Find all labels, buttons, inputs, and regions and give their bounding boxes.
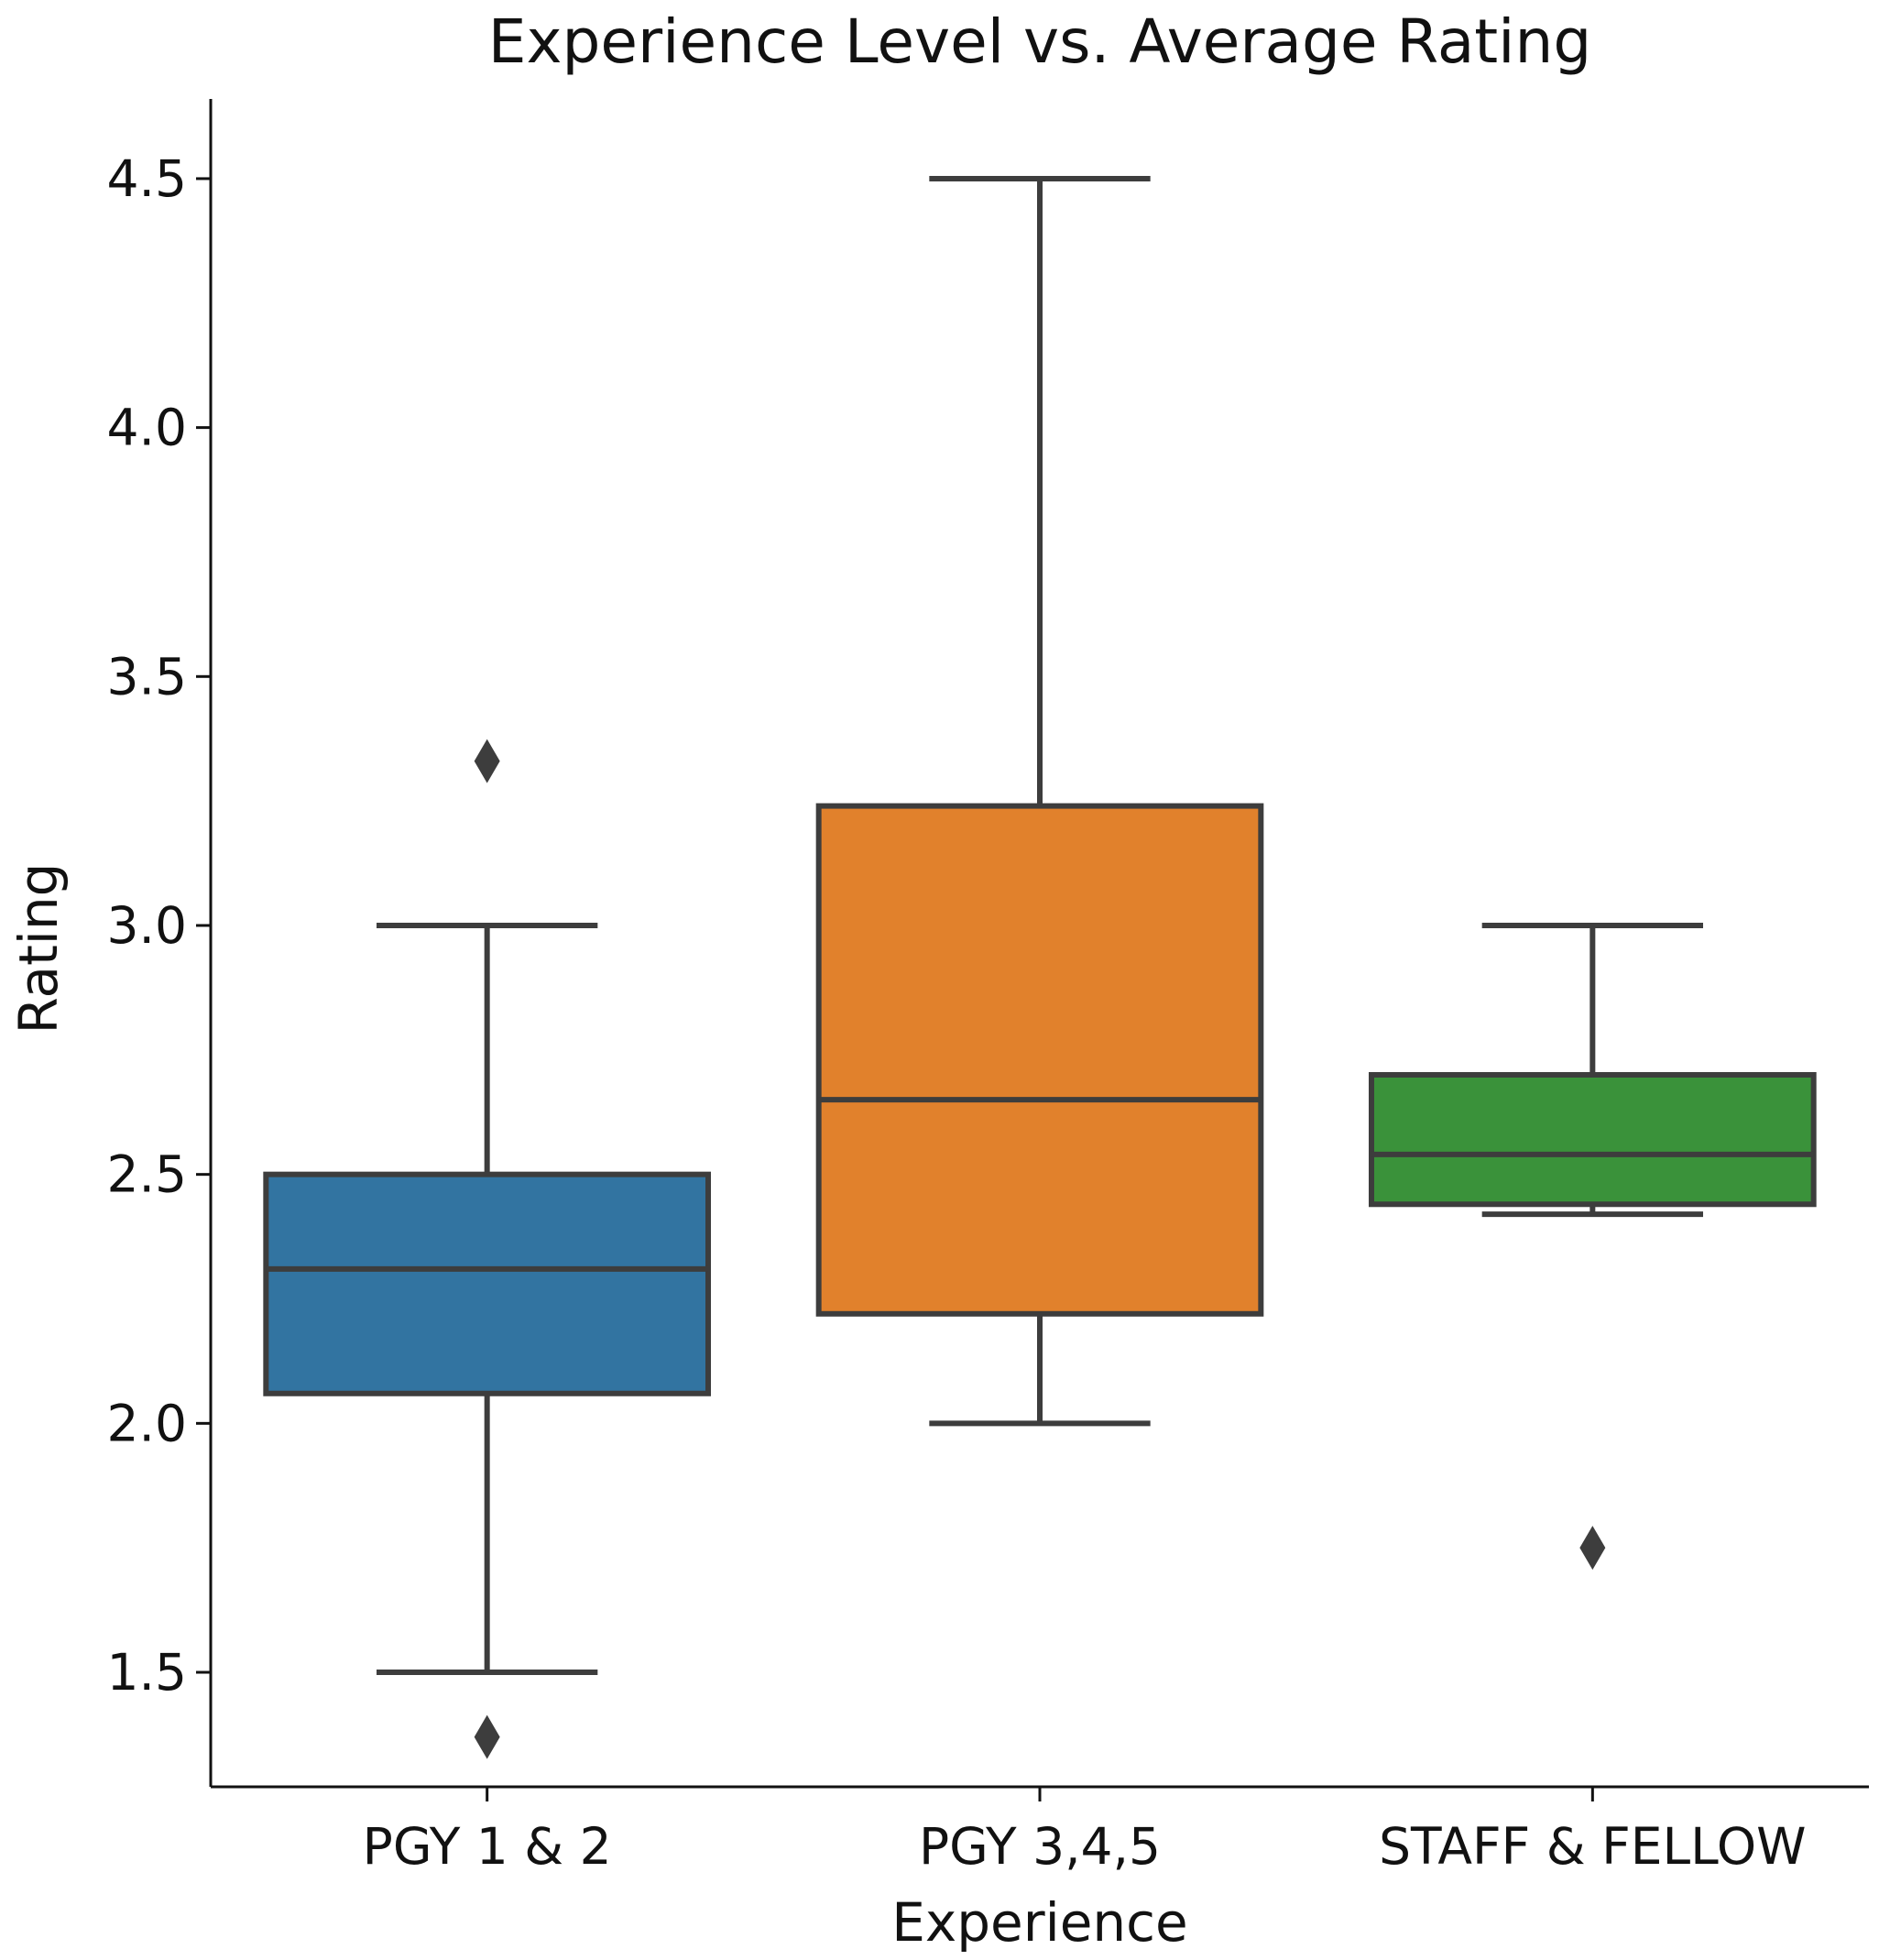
y-tick-label: 3.0 bbox=[107, 896, 187, 955]
y-tick-label: 1.5 bbox=[107, 1643, 187, 1702]
y-axis-label: Rating bbox=[7, 863, 70, 1035]
outlier-point bbox=[474, 1714, 500, 1759]
y-tick-label: 2.5 bbox=[107, 1145, 187, 1204]
plot-area: 1.5 2.0 2.5 3.0 3.5 4.0 4.5 PGY 1 & 2 PGY 3,4,5 S… bbox=[107, 99, 1869, 1876]
y-tick-label: 4.5 bbox=[107, 149, 187, 208]
x-tick-label: PGY 3,4,5 bbox=[919, 1817, 1161, 1876]
chart-title: Experience Level vs. Average Rating bbox=[488, 6, 1591, 77]
y-tick-label: 4.0 bbox=[107, 399, 187, 457]
outlier-point bbox=[1579, 1526, 1606, 1571]
x-tick-label: STAFF & FELLOW bbox=[1379, 1817, 1806, 1876]
x-tick-label: PGY 1 & 2 bbox=[363, 1817, 612, 1876]
box-iqr bbox=[263, 1171, 711, 1396]
outlier-point bbox=[474, 739, 500, 783]
y-tick-label: 2.0 bbox=[107, 1394, 187, 1452]
box-iqr bbox=[1369, 1071, 1817, 1208]
x-axis-label: Experience bbox=[891, 1891, 1187, 1954]
box-iqr bbox=[815, 803, 1264, 1317]
y-tick-label: 3.5 bbox=[107, 647, 187, 706]
